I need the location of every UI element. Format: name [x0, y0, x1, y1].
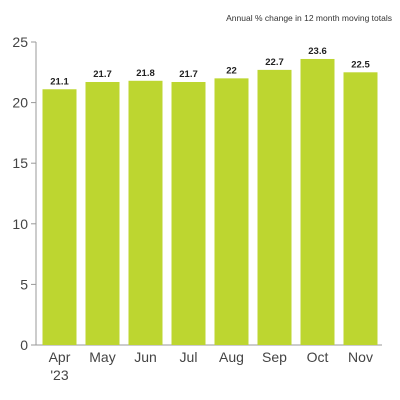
y-tick-label: 0: [20, 337, 28, 353]
y-tick-label: 10: [12, 216, 28, 232]
y-tick-label: 5: [20, 276, 28, 292]
bar-nov: [343, 72, 378, 346]
x-tick-label: Jul: [180, 349, 198, 365]
data-label-jul: 21.7: [179, 69, 198, 80]
y-tick-label: 20: [12, 95, 28, 111]
data-label-sep: 22.7: [265, 57, 284, 68]
x-tick-label: Nov: [348, 349, 373, 365]
x-axis-ticks: Apr '23 May Jun Jul Aug Sep Oct Nov: [49, 349, 373, 383]
data-label-nov: 22.5: [351, 59, 370, 70]
chart-subtitle: Annual % change in 12 month moving total…: [226, 13, 392, 23]
x-tick-label: Jun: [134, 349, 157, 365]
x-tick-label: Sep: [262, 349, 287, 365]
data-label-may: 21.7: [93, 69, 112, 80]
x-tick-label: Aug: [219, 349, 244, 365]
y-tick-label: 25: [12, 34, 28, 50]
data-label-jun: 21.8: [136, 68, 155, 79]
bar-jul: [171, 81, 206, 345]
bar-aug: [214, 78, 249, 346]
x-tick-label: Apr: [49, 349, 71, 365]
y-axis-ticks: 0 5 10 15 20 25: [12, 34, 36, 353]
bar-may: [85, 81, 120, 345]
data-label-aug: 22: [226, 65, 237, 76]
data-labels-group: 21.1 21.7 21.8 21.7 22 22.7 23.6 22.5: [50, 46, 370, 87]
x-tick-sublabel: '23: [50, 367, 68, 383]
bar-jun: [128, 80, 163, 345]
bar-oct: [300, 58, 335, 346]
data-label-apr: 21.1: [50, 76, 69, 87]
y-tick-label: 15: [12, 155, 28, 171]
bar-apr: [42, 89, 77, 345]
bars-group: [42, 58, 378, 346]
bar-sep: [257, 69, 292, 345]
data-label-oct: 23.6: [308, 46, 327, 57]
x-tick-label: Oct: [307, 349, 329, 365]
x-tick-label: May: [89, 349, 115, 365]
